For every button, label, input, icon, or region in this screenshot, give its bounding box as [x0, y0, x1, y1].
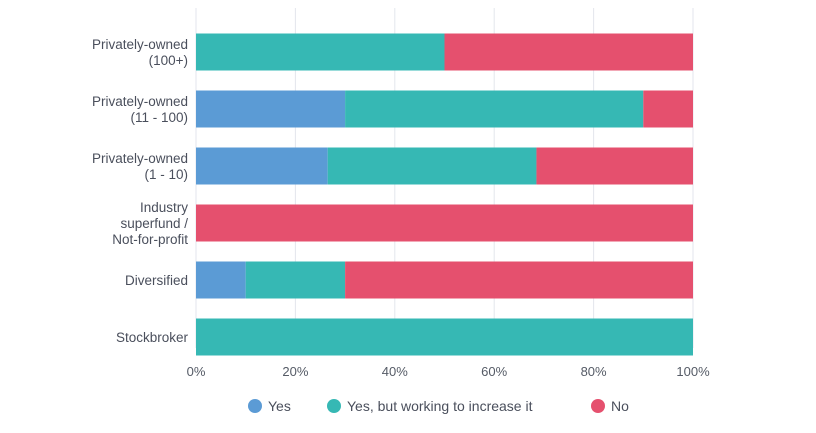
bar-segment: [196, 33, 445, 71]
legend-label: Yes, but working to increase it: [347, 398, 533, 414]
bar-segment: [444, 33, 693, 71]
legend-marker: [248, 399, 262, 413]
legend-marker: [327, 399, 341, 413]
category-label: (11 - 100): [130, 110, 188, 125]
category-label: Diversified: [125, 273, 188, 288]
x-tick-label: 20%: [282, 364, 308, 379]
legend: Yes Yes, but working to increase it No: [248, 398, 629, 414]
category-label: (1 - 10): [144, 167, 188, 182]
category-label: Privately-owned: [92, 151, 188, 166]
legend-marker: [591, 399, 605, 413]
category-label: Privately-owned: [92, 37, 188, 52]
x-tick-label: 0%: [187, 364, 206, 379]
bar-segment: [196, 318, 693, 356]
category-label: Not-for-profit: [112, 232, 188, 247]
legend-label: No: [611, 398, 629, 414]
bar-segment: [245, 261, 346, 299]
category-label: superfund /: [120, 216, 188, 231]
bar-segment: [345, 90, 644, 128]
x-tick-label: 80%: [581, 364, 607, 379]
x-axis-ticks: 0% 20% 40% 60% 80% 100%: [187, 364, 710, 379]
category-label: (100+): [149, 53, 188, 68]
legend-label: Yes: [268, 398, 291, 414]
x-tick-label: 40%: [382, 364, 408, 379]
category-label: Privately-owned: [92, 94, 188, 109]
bars: [196, 33, 693, 356]
category-labels: Privately-owned(100+)Privately-owned(11 …: [92, 37, 189, 345]
x-tick-label: 100%: [676, 364, 710, 379]
bar-segment: [196, 261, 246, 299]
bar-segment: [536, 147, 693, 185]
bar-segment: [327, 147, 537, 185]
bar-segment: [345, 261, 693, 299]
bar-segment: [643, 90, 693, 128]
x-tick-label: 60%: [481, 364, 507, 379]
bar-segment: [196, 90, 346, 128]
bar-segment: [196, 204, 693, 242]
bar-segment: [196, 147, 328, 185]
category-label: Stockbroker: [116, 330, 189, 345]
category-label: Industry: [140, 200, 188, 215]
